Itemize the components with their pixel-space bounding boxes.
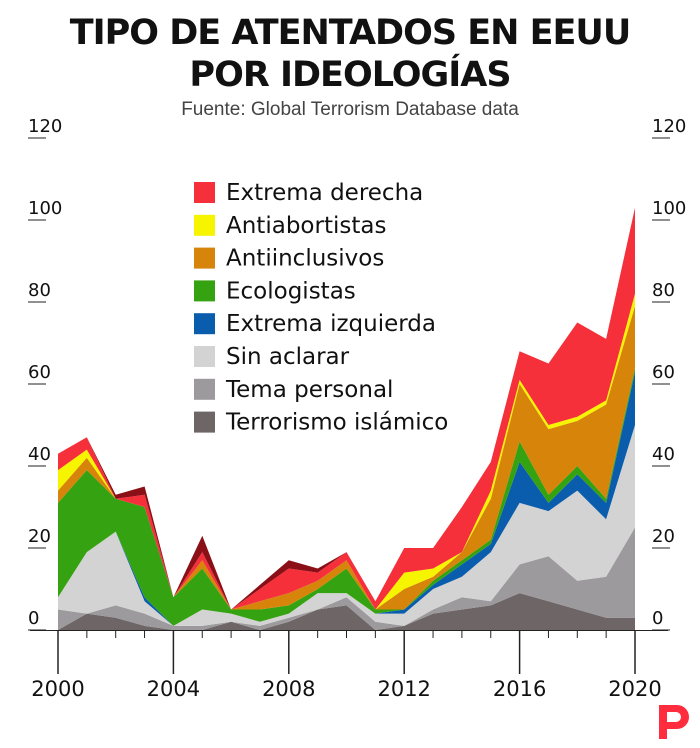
y-tick-right-label: 0 [652, 608, 663, 629]
y-tick-left-label: 80 [28, 280, 51, 301]
y-tick-right-label: 40 [652, 444, 675, 465]
legend-label: Ecologistas [226, 278, 356, 304]
x-tick-label: 2016 [493, 677, 546, 701]
legend-item-tema-personal: Tema personal [194, 377, 393, 403]
chart-title: TIPO DE ATENTADOS EN EEUU POR IDEOLOGÍAS [0, 12, 700, 96]
area-antiinclusivos [58, 306, 635, 610]
legend-item-antiabortistas: Antiabortistas [194, 213, 386, 239]
x-tick-label: 2012 [377, 677, 430, 701]
legend-item-antiinclusivos: Antiinclusivos [194, 246, 384, 272]
legend-label: Terrorismo islámico [225, 410, 448, 436]
y-tick-right-label: 80 [652, 280, 675, 301]
area-terrorismo-islamico [58, 593, 635, 630]
area-extrema-izquierda [58, 371, 635, 626]
legend-label: Sin aclarar [226, 344, 350, 370]
x-tick-label: 2020 [608, 677, 661, 701]
publisher-logo-icon [659, 705, 689, 739]
legend-item-ecologistas: Ecologistas [194, 278, 356, 304]
y-tick-right-label: 120 [652, 116, 686, 137]
y-tick-left-label: 60 [28, 362, 51, 383]
logo-shape [659, 705, 689, 739]
x-tick-label: 2008 [262, 677, 315, 701]
legend-swatch [194, 214, 215, 236]
y-tick-left-label: 120 [28, 116, 62, 137]
x-tick-label: 2004 [147, 677, 200, 701]
area-layers [58, 207, 635, 630]
area-tema-personal [58, 527, 635, 630]
y-tick-right-label: 20 [652, 526, 675, 547]
chart-title-line-1: TIPO DE ATENTADOS EN EEUU [69, 13, 632, 53]
legend-label: Extrema izquierda [226, 311, 436, 337]
legend-label: Extrema derecha [226, 180, 423, 206]
x-tick-label: 2000 [31, 677, 84, 701]
legend-label: Tema personal [225, 377, 393, 403]
legend-item-extrema-izquierda: Extrema izquierda [194, 311, 436, 337]
legend: Extrema derecha Antiabortistas Antiinclusi… [194, 180, 448, 436]
y-tick-right-label: 100 [652, 198, 686, 219]
legend-swatch [194, 346, 215, 367]
legend-swatch [194, 280, 215, 302]
area-ecologistas [58, 367, 635, 626]
legend-item-extrema-derecha: Extrema derecha [194, 180, 423, 206]
legend-swatch [194, 247, 215, 269]
chart-source: Fuente: Global Terrorism Database data [181, 99, 519, 120]
y-axis-left: 0 20 40 60 80 100 120 [28, 116, 62, 631]
legend-label: Antiinclusivos [226, 246, 384, 272]
y-tick-right-label: 60 [652, 362, 675, 383]
legend-swatch [194, 182, 215, 203]
y-tick-left-label: 100 [28, 198, 62, 219]
legend-item-terrorismo-islamico: Terrorismo islámico [194, 410, 448, 436]
y-tick-left-label: 40 [28, 444, 51, 465]
legend-swatch [194, 313, 215, 335]
chart-title-line-2: POR IDEOLOGÍAS [189, 55, 511, 95]
legend-swatch [194, 411, 215, 433]
legend-label: Antiabortistas [226, 213, 386, 239]
y-axis-right: 0 20 40 60 80 100 120 [652, 116, 686, 631]
legend-item-sin-aclarar: Sin aclarar [194, 344, 350, 370]
x-axis: 2000 2004 2008 2012 2016 2020 [30, 630, 668, 701]
y-tick-left-label: 0 [28, 608, 39, 629]
y-tick-left-label: 20 [28, 526, 51, 547]
legend-swatch [194, 378, 215, 400]
area-sin-aclarar [58, 425, 635, 626]
